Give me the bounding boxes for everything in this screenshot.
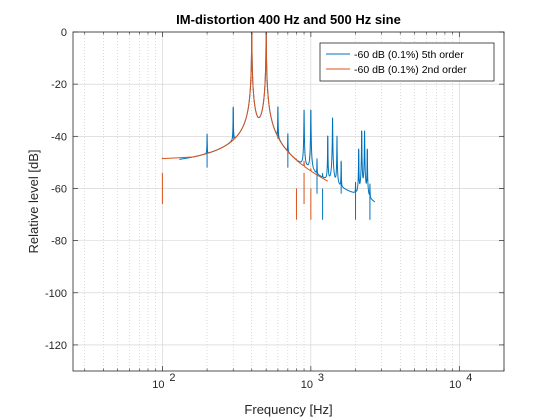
x-tick-label: 10	[152, 379, 164, 391]
x-tick-exponent: 3	[318, 372, 324, 384]
x-tick-label: 10	[301, 379, 313, 391]
series-layer	[161, 31, 376, 220]
minor-grid	[84, 32, 505, 371]
plot-area	[73, 32, 504, 371]
legend-box	[319, 42, 495, 82]
legend-label-5th-order: -60 dB (0.1%) 5th order	[354, 49, 464, 61]
series-line-1	[161, 31, 329, 182]
x-tick-exponent: 2	[169, 372, 175, 384]
x-axis-label: Frequency [Hz]	[244, 402, 332, 417]
y-tick-label: -100	[45, 288, 67, 300]
x-tick-exponent: 4	[466, 372, 472, 384]
y-axis-label: Relative level [dB]	[26, 149, 41, 253]
tick-marks	[73, 31, 505, 371]
legend: -60 dB (0.1%) 5th order -60 dB (0.1%) 2n…	[319, 42, 495, 82]
chart-title: IM-distortion 400 Hz and 500 Hz sine	[176, 12, 401, 27]
legend-label-2nd-order: -60 dB (0.1%) 2nd order	[354, 64, 467, 76]
x-tick-label: 10	[449, 379, 461, 391]
y-tick-label: -20	[51, 79, 67, 91]
y-tick-label: -120	[45, 340, 67, 352]
y-tick-label: -60	[51, 183, 67, 195]
axes-box	[72, 31, 505, 372]
y-tick-labels: 0 -20 -40 -60 -80 -100 -120	[45, 27, 67, 352]
x-tick-labels: 10 2 10 3 10 4	[152, 372, 472, 391]
y-tick-label: -40	[51, 131, 67, 143]
y-tick-label: 0	[61, 27, 67, 39]
y-tick-label: -80	[51, 236, 67, 248]
